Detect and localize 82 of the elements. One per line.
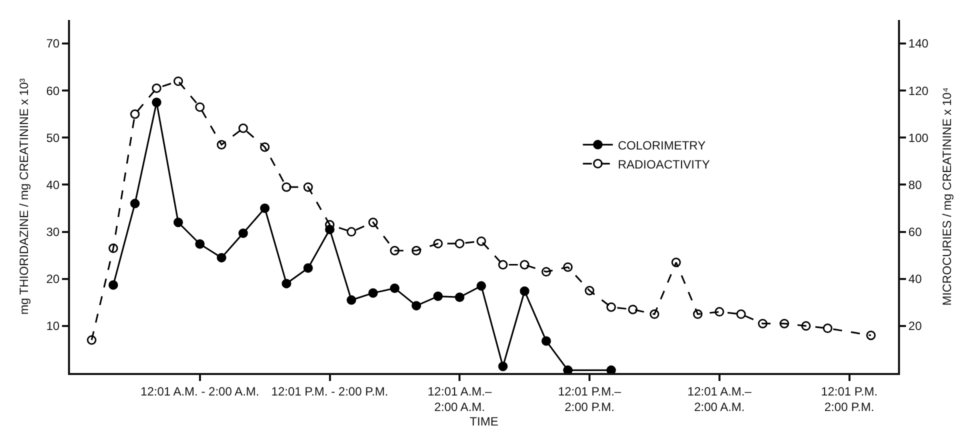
y-tick-label: 20 [46, 272, 60, 286]
point [173, 76, 183, 86]
x-tick-label: 12:01 A.M. - 2:00 A.M. [140, 384, 260, 398]
point [693, 309, 703, 319]
x-axis-title: TIME [470, 414, 498, 428]
point [282, 182, 292, 192]
x-tick-label: 12:01 P.M. - 2:00 P.M. [271, 384, 388, 398]
y-tick-label: 60 [46, 84, 60, 98]
x-tick-label: 12:01 A.M.– 2:00 A.M. [428, 384, 492, 414]
point [476, 236, 486, 246]
point [173, 218, 183, 228]
point [433, 292, 443, 302]
point [412, 300, 422, 310]
point [238, 124, 248, 133]
point [368, 218, 378, 228]
point [606, 302, 616, 312]
point [563, 262, 573, 272]
point [152, 84, 162, 93]
point [195, 102, 205, 112]
y-axis-title: mg THIORIDAZINE / mg CREATININE x 10³ [17, 78, 32, 315]
point [216, 140, 226, 150]
point [563, 365, 573, 373]
point [260, 204, 270, 214]
y2-tick-label: 40 [908, 272, 922, 286]
point [303, 263, 313, 273]
point [412, 246, 422, 256]
point [130, 198, 140, 208]
y2-tick-label: 120 [908, 84, 929, 98]
point [801, 321, 811, 331]
point [238, 228, 248, 238]
legend-label: RADIOACTIVITY [618, 157, 710, 172]
point [130, 109, 140, 119]
point [714, 307, 724, 317]
x-tick-label: 12:01 P.M.– 2:00 P.M. [558, 384, 622, 414]
point [866, 330, 876, 340]
y2-tick-label: 60 [908, 225, 922, 239]
y2-tick-label: 20 [908, 319, 922, 334]
point [520, 260, 530, 270]
point [195, 239, 205, 249]
point [260, 142, 270, 152]
point [758, 318, 768, 328]
point [433, 238, 443, 248]
point [108, 244, 118, 254]
point [454, 238, 464, 248]
point [541, 267, 551, 277]
point [303, 182, 313, 192]
point [671, 258, 681, 268]
point [368, 288, 378, 298]
point [86, 335, 96, 345]
point [454, 292, 464, 302]
point [390, 246, 400, 256]
point [822, 324, 832, 334]
x-tick-label: 12:01 A.M.– 2:00 A.M. [687, 384, 752, 414]
point [282, 278, 292, 288]
point [476, 281, 486, 291]
point [584, 286, 594, 296]
legend-label: COLORIMETRY [618, 138, 706, 152]
y-tick-label: 40 [46, 178, 60, 192]
point [346, 295, 356, 305]
point [628, 304, 638, 314]
point [606, 365, 616, 373]
point [780, 318, 790, 328]
point [498, 362, 508, 372]
point [650, 309, 660, 319]
y2-tick-label: 140 [908, 36, 929, 51]
point [108, 280, 118, 290]
y2-axis-title: MICROCURIES / mg CREATININE x 10⁴ [940, 87, 954, 306]
point [541, 336, 551, 346]
y2-tick-label: 100 [908, 130, 929, 145]
point [520, 286, 530, 296]
y-tick-label: 30 [46, 225, 60, 239]
point [346, 227, 356, 237]
y2-tick-label: 80 [908, 178, 922, 192]
y-tick-label: 10 [46, 319, 60, 334]
point [216, 252, 226, 262]
y-tick-label: 70 [46, 36, 60, 51]
point [736, 309, 746, 319]
point [152, 98, 162, 108]
x-tick-label: 12:01 P.M. 2:00 P.M. [821, 384, 878, 414]
point [390, 284, 400, 294]
point [498, 260, 508, 270]
y-tick-label: 50 [46, 130, 60, 145]
